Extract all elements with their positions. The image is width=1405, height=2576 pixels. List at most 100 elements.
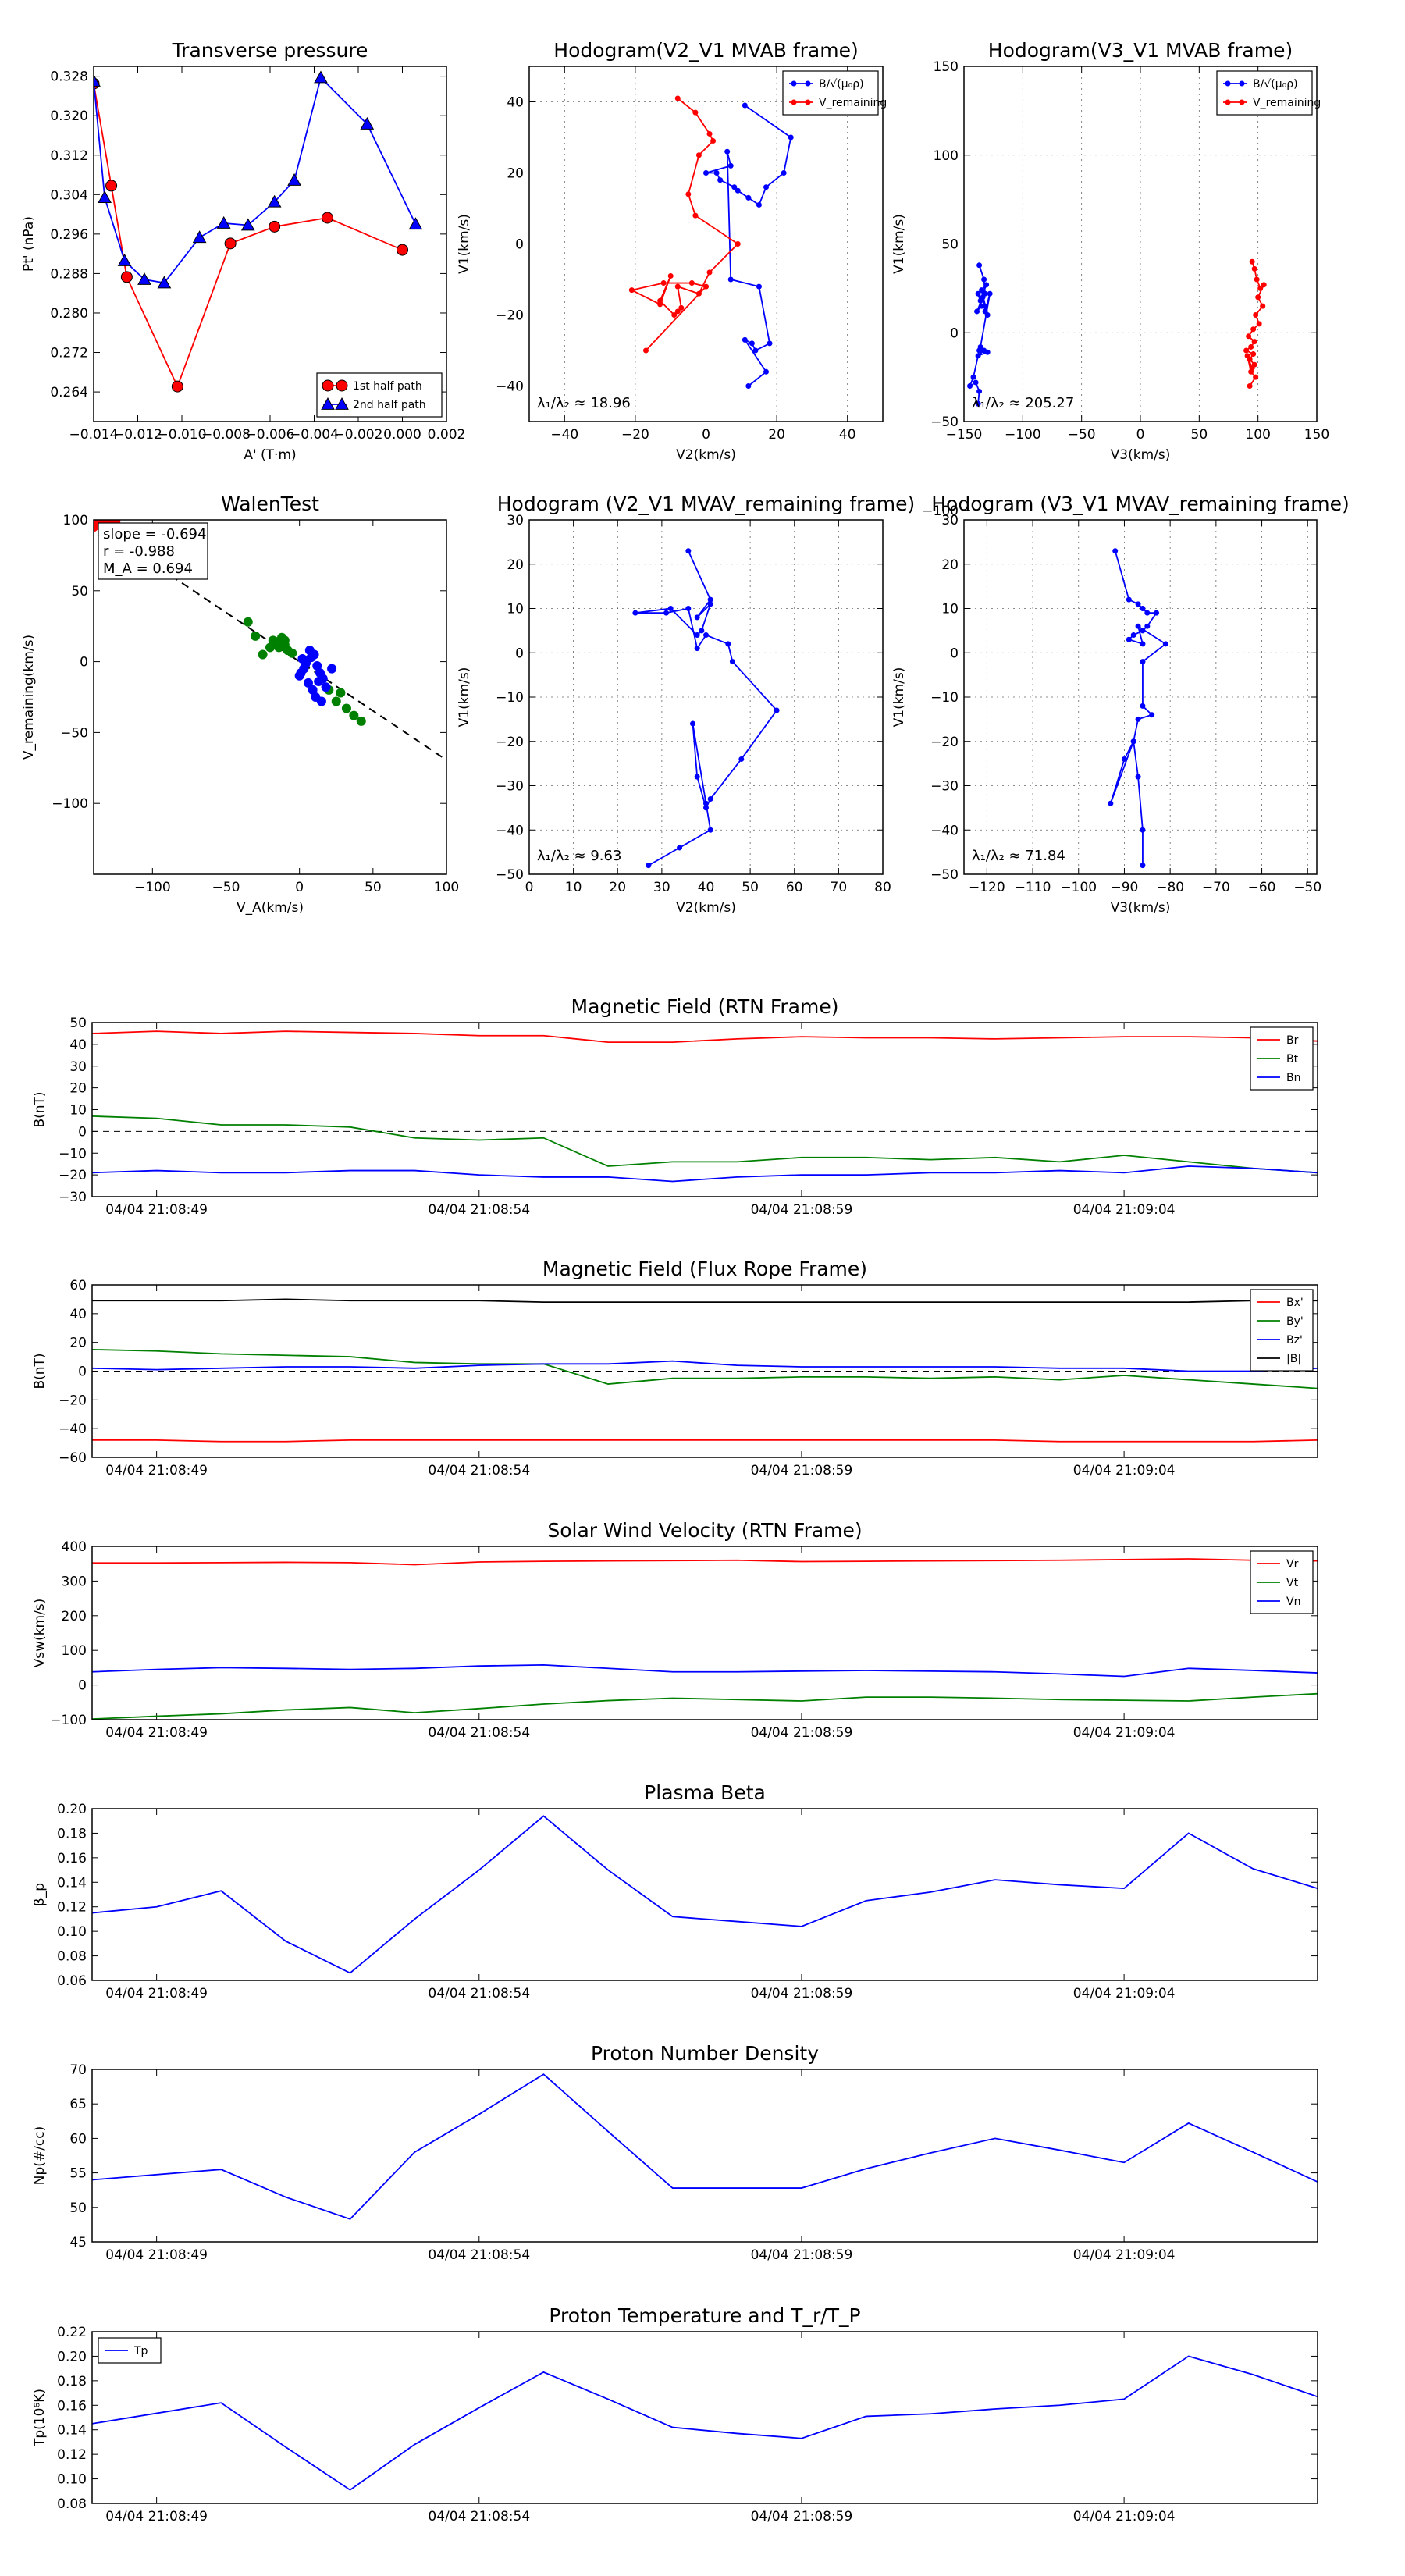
grid-lines bbox=[529, 520, 883, 874]
y-tick-label: 0.272 bbox=[50, 346, 88, 361]
series-line bbox=[92, 1030, 1318, 1043]
data-point bbox=[1135, 716, 1141, 722]
data-point bbox=[657, 301, 663, 308]
series-bz- bbox=[92, 1360, 1318, 1372]
data-point bbox=[628, 287, 635, 294]
data-point bbox=[703, 632, 709, 639]
y-tick-label: 300 bbox=[62, 1574, 87, 1589]
data-point bbox=[975, 353, 981, 359]
data-point bbox=[982, 303, 988, 309]
chart-title: Hodogram(V2_V1 MVAB frame) bbox=[553, 39, 858, 62]
data-point bbox=[1140, 628, 1146, 634]
y-tick-label: −20 bbox=[59, 1168, 87, 1183]
annotation-line: r = -0.988 bbox=[103, 543, 175, 560]
data-point bbox=[314, 677, 324, 687]
legend: B/√(μ₀ρ) V_remaining bbox=[1216, 70, 1321, 116]
data-point bbox=[967, 383, 973, 389]
x-tick-label: 04/04 21:08:54 bbox=[428, 2509, 530, 2524]
data-point bbox=[745, 383, 752, 389]
chart-ts6: 04/04 21:08:49 04/04 21:08:54 04/04 21:08:… bbox=[32, 2304, 1318, 2524]
series-line bbox=[1109, 550, 1167, 866]
x-axis-label: V2(km/s) bbox=[676, 447, 736, 463]
data-point bbox=[703, 170, 709, 176]
legend-label: Vr bbox=[1286, 1558, 1299, 1571]
data-point bbox=[694, 614, 700, 621]
x-tick-label: 04/04 21:08:49 bbox=[105, 1986, 208, 2001]
data-point bbox=[738, 756, 745, 762]
chart-ts3: 04/04 21:08:49 04/04 21:08:54 04/04 21:08:… bbox=[32, 1519, 1318, 1741]
y-axis-label: V1(km/s) bbox=[457, 214, 472, 274]
data-point bbox=[707, 796, 713, 802]
y-tick-label: 30 bbox=[507, 513, 524, 528]
y-tick-label: 0.20 bbox=[57, 2349, 87, 2364]
y-tick-label: −100 bbox=[922, 503, 959, 519]
data-point bbox=[694, 774, 700, 780]
data-point bbox=[763, 184, 770, 190]
series-b- bbox=[967, 262, 993, 407]
x-tick-label: 0 bbox=[525, 880, 534, 895]
series-line bbox=[94, 76, 417, 284]
legend-label: Bn bbox=[1286, 1072, 1300, 1084]
x-tick-label: 04/04 21:08:54 bbox=[428, 1725, 530, 1741]
data-point bbox=[703, 805, 709, 811]
data-point bbox=[171, 380, 183, 393]
y-tick-label: 400 bbox=[62, 1539, 87, 1555]
y-tick-label: 10 bbox=[507, 602, 524, 617]
x-tick-label: 50 bbox=[1191, 427, 1208, 443]
y-tick-label: 0.08 bbox=[57, 2496, 87, 2512]
y-tick-label: 45 bbox=[69, 2235, 87, 2250]
series-line bbox=[629, 98, 739, 351]
y-axis-label: Pt' (nPa) bbox=[21, 216, 37, 272]
series-bn bbox=[92, 1165, 1318, 1183]
data-point bbox=[224, 237, 237, 250]
data-point bbox=[314, 70, 328, 84]
y-tick-label: 0 bbox=[950, 326, 959, 341]
x-tick-label: 04/04 21:08:54 bbox=[428, 1202, 530, 1218]
data-point bbox=[1112, 548, 1119, 554]
series-vt bbox=[92, 1692, 1318, 1720]
y-tick-label: 20 bbox=[941, 557, 959, 573]
data-point bbox=[756, 283, 762, 290]
annotation-text: λ₁/λ₂ ≈ 9.63 bbox=[537, 848, 621, 864]
y-tick-label: 0.304 bbox=[50, 187, 88, 203]
series-bx- bbox=[92, 1439, 1318, 1443]
x-tick-label: 04/04 21:08:49 bbox=[105, 1725, 208, 1741]
data-point bbox=[781, 170, 787, 176]
data-point bbox=[975, 400, 981, 407]
data-point bbox=[1144, 623, 1151, 629]
data-point bbox=[321, 682, 331, 692]
legend-label: By' bbox=[1286, 1315, 1304, 1328]
y-tick-label: 0.328 bbox=[50, 69, 88, 85]
y-tick-label: 0 bbox=[78, 1364, 87, 1380]
y-tick-label: 30 bbox=[69, 1059, 87, 1075]
x-tick-label: 80 bbox=[874, 880, 891, 895]
series-line bbox=[92, 1360, 1318, 1372]
x-tick-label: −0.012 bbox=[113, 427, 162, 443]
y-tick-label: 100 bbox=[62, 1643, 87, 1659]
chart-h1: −40 −20 0 20 40 −40 −20 0 20 40 Hodogram(V2_V1 MVA… bbox=[457, 39, 887, 463]
legend-label: 2nd half path bbox=[353, 399, 426, 411]
series-bt bbox=[92, 1115, 1318, 1174]
x-axis-label: A' (T·m) bbox=[244, 447, 296, 463]
y-tick-label: 50 bbox=[71, 584, 88, 600]
plot-frame bbox=[528, 519, 884, 875]
data-point bbox=[973, 379, 979, 386]
data-point bbox=[1260, 303, 1266, 309]
plot-frame bbox=[963, 519, 1318, 875]
data-point bbox=[706, 130, 713, 137]
y-tick-label: 0.16 bbox=[57, 2398, 87, 2414]
y-tick-label: −10 bbox=[59, 1146, 87, 1162]
data-point bbox=[1248, 368, 1254, 375]
x-tick-label: −0.006 bbox=[246, 427, 295, 443]
data-point bbox=[752, 347, 759, 354]
legend-marker bbox=[1225, 99, 1231, 105]
data-point bbox=[735, 241, 741, 247]
x-tick-label: 04/04 21:08:49 bbox=[105, 2509, 208, 2524]
data-point bbox=[688, 280, 695, 286]
series-blue bbox=[294, 646, 337, 706]
data-point bbox=[331, 696, 341, 706]
data-point bbox=[1140, 641, 1146, 647]
data-point bbox=[1256, 321, 1262, 327]
y-tick-label: −40 bbox=[59, 1421, 87, 1437]
data-point bbox=[976, 262, 983, 269]
